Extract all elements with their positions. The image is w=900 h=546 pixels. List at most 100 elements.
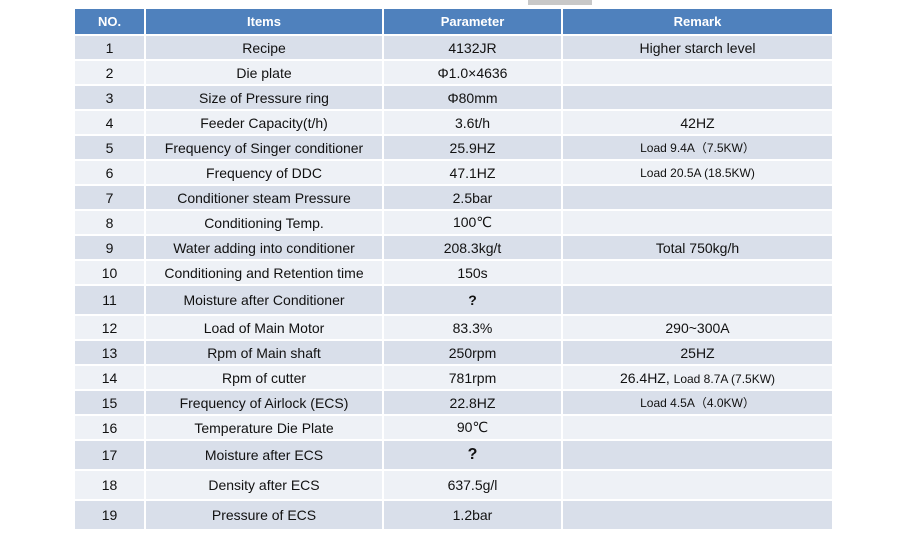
row-parameter: 4132JR — [382, 35, 563, 61]
row-parameter: ? — [382, 285, 563, 316]
header-remark: Remark — [561, 9, 834, 36]
row-item: Recipe — [144, 35, 384, 61]
row-parameter: 90℃ — [382, 415, 563, 441]
row-parameter: Φ1.0×4636 — [382, 60, 563, 86]
row-remark — [561, 210, 834, 236]
row-item: Moisture after ECS — [144, 440, 384, 471]
header-items: Items — [144, 9, 384, 36]
row-no: 16 — [73, 415, 146, 441]
top-tab-marker — [528, 0, 592, 5]
row-parameter: 25.9HZ — [382, 135, 563, 161]
row-no: 15 — [73, 390, 146, 416]
row-parameter: 250rpm — [382, 340, 563, 366]
row-parameter: 150s — [382, 260, 563, 286]
row-remark — [561, 85, 834, 111]
table-row: 2 Die plate Φ1.0×4636 — [73, 60, 834, 86]
row-no: 3 — [73, 85, 146, 111]
table-row: 10 Conditioning and Retention time 150s — [73, 260, 834, 286]
row-item: Frequency of DDC — [144, 160, 384, 186]
row-no: 12 — [73, 315, 146, 341]
row-parameter: 781rpm — [382, 365, 563, 391]
table-row: 7 Conditioner steam Pressure 2.5bar — [73, 185, 834, 211]
row-item: Moisture after Conditioner — [144, 285, 384, 316]
row-item: Conditioner steam Pressure — [144, 185, 384, 211]
row-remark — [561, 470, 834, 501]
header-no: NO. — [73, 9, 146, 36]
row-item: Frequency of Singer conditioner — [144, 135, 384, 161]
row-parameter: 22.8HZ — [382, 390, 563, 416]
row-parameter: 83.3% — [382, 315, 563, 341]
row-item: Water adding into conditioner — [144, 235, 384, 261]
row-item: Die plate — [144, 60, 384, 86]
table-row: 17 Moisture after ECS ? — [73, 440, 834, 471]
table-row: 6 Frequency of DDC 47.1HZ Load 20.5A (18… — [73, 160, 834, 186]
row-remark — [561, 260, 834, 286]
row-item: Temperature Die Plate — [144, 415, 384, 441]
remark-load: Load 8.7A (7.5KW) — [673, 371, 776, 386]
row-no: 5 — [73, 135, 146, 161]
row-item: Size of Pressure ring — [144, 85, 384, 111]
table-row: 19 Pressure of ECS 1.2bar — [73, 500, 834, 531]
table-row: 5 Frequency of Singer conditioner 25.9HZ… — [73, 135, 834, 161]
row-item: Feeder Capacity(t/h) — [144, 110, 384, 136]
row-no: 19 — [73, 500, 146, 531]
table-row: 14 Rpm of cutter 781rpm 26.4HZ, Load 8.7… — [73, 365, 834, 391]
row-no: 11 — [73, 285, 146, 316]
row-remark: 25HZ — [561, 340, 834, 366]
row-remark: Total 750kg/h — [561, 235, 834, 261]
header-row: NO. Items Parameter Remark — [73, 9, 834, 36]
row-no: 13 — [73, 340, 146, 366]
table-row: 8 Conditioning Temp. 100℃ — [73, 210, 834, 236]
row-no: 14 — [73, 365, 146, 391]
header-parameter: Parameter — [382, 9, 563, 36]
table-row: 1 Recipe 4132JR Higher starch level — [73, 35, 834, 61]
row-parameter: 2.5bar — [382, 185, 563, 211]
row-parameter: 637.5g/l — [382, 470, 563, 501]
row-remark: 290~300A — [561, 315, 834, 341]
row-item: Density after ECS — [144, 470, 384, 501]
row-no: 4 — [73, 110, 146, 136]
row-no: 7 — [73, 185, 146, 211]
row-no: 1 — [73, 35, 146, 61]
table-row: 3 Size of Pressure ring Φ80mm — [73, 85, 834, 111]
table-row: 4 Feeder Capacity(t/h) 3.6t/h 42HZ — [73, 110, 834, 136]
row-no: 9 — [73, 235, 146, 261]
row-remark: 42HZ — [561, 110, 834, 136]
row-remark — [561, 415, 834, 441]
row-parameter: 208.3kg/t — [382, 235, 563, 261]
row-parameter: 47.1HZ — [382, 160, 563, 186]
row-item: Rpm of Main shaft — [144, 340, 384, 366]
table-row: 11 Moisture after Conditioner ? — [73, 285, 834, 316]
row-parameter: 100℃ — [382, 210, 563, 236]
row-remark — [561, 440, 834, 471]
table-row: 12 Load of Main Motor 83.3% 290~300A — [73, 315, 834, 341]
row-parameter: 1.2bar — [382, 500, 563, 531]
row-item: Conditioning and Retention time — [144, 260, 384, 286]
row-parameter: Φ80mm — [382, 85, 563, 111]
row-item: Rpm of cutter — [144, 365, 384, 391]
row-remark: Load 4.5A（4.0KW） — [561, 390, 834, 416]
table-row: 18 Density after ECS 637.5g/l — [73, 470, 834, 501]
row-remark: Higher starch level — [561, 35, 834, 61]
row-item: Pressure of ECS — [144, 500, 384, 531]
remark-frequency: 26.4HZ, — [619, 369, 674, 386]
row-parameter: ? — [382, 440, 563, 471]
row-item: Load of Main Motor — [144, 315, 384, 341]
row-remark — [561, 285, 834, 316]
row-no: 17 — [73, 440, 146, 471]
table-row: 15 Frequency of Airlock (ECS) 22.8HZ Loa… — [73, 390, 834, 416]
table-row: 13 Rpm of Main shaft 250rpm 25HZ — [73, 340, 834, 366]
parameter-table: NO. Items Parameter Remark 1 Recipe 4132… — [73, 9, 834, 531]
table-row: 9 Water adding into conditioner 208.3kg/… — [73, 235, 834, 261]
row-remark: 26.4HZ, Load 8.7A (7.5KW) — [561, 365, 834, 391]
row-parameter: 3.6t/h — [382, 110, 563, 136]
table-row: 16 Temperature Die Plate 90℃ — [73, 415, 834, 441]
row-no: 10 — [73, 260, 146, 286]
row-remark — [561, 500, 834, 531]
row-remark — [561, 185, 834, 211]
row-no: 2 — [73, 60, 146, 86]
row-item: Frequency of Airlock (ECS) — [144, 390, 384, 416]
row-remark — [561, 60, 834, 86]
row-remark: Load 20.5A (18.5KW) — [561, 160, 834, 186]
row-no: 18 — [73, 470, 146, 501]
